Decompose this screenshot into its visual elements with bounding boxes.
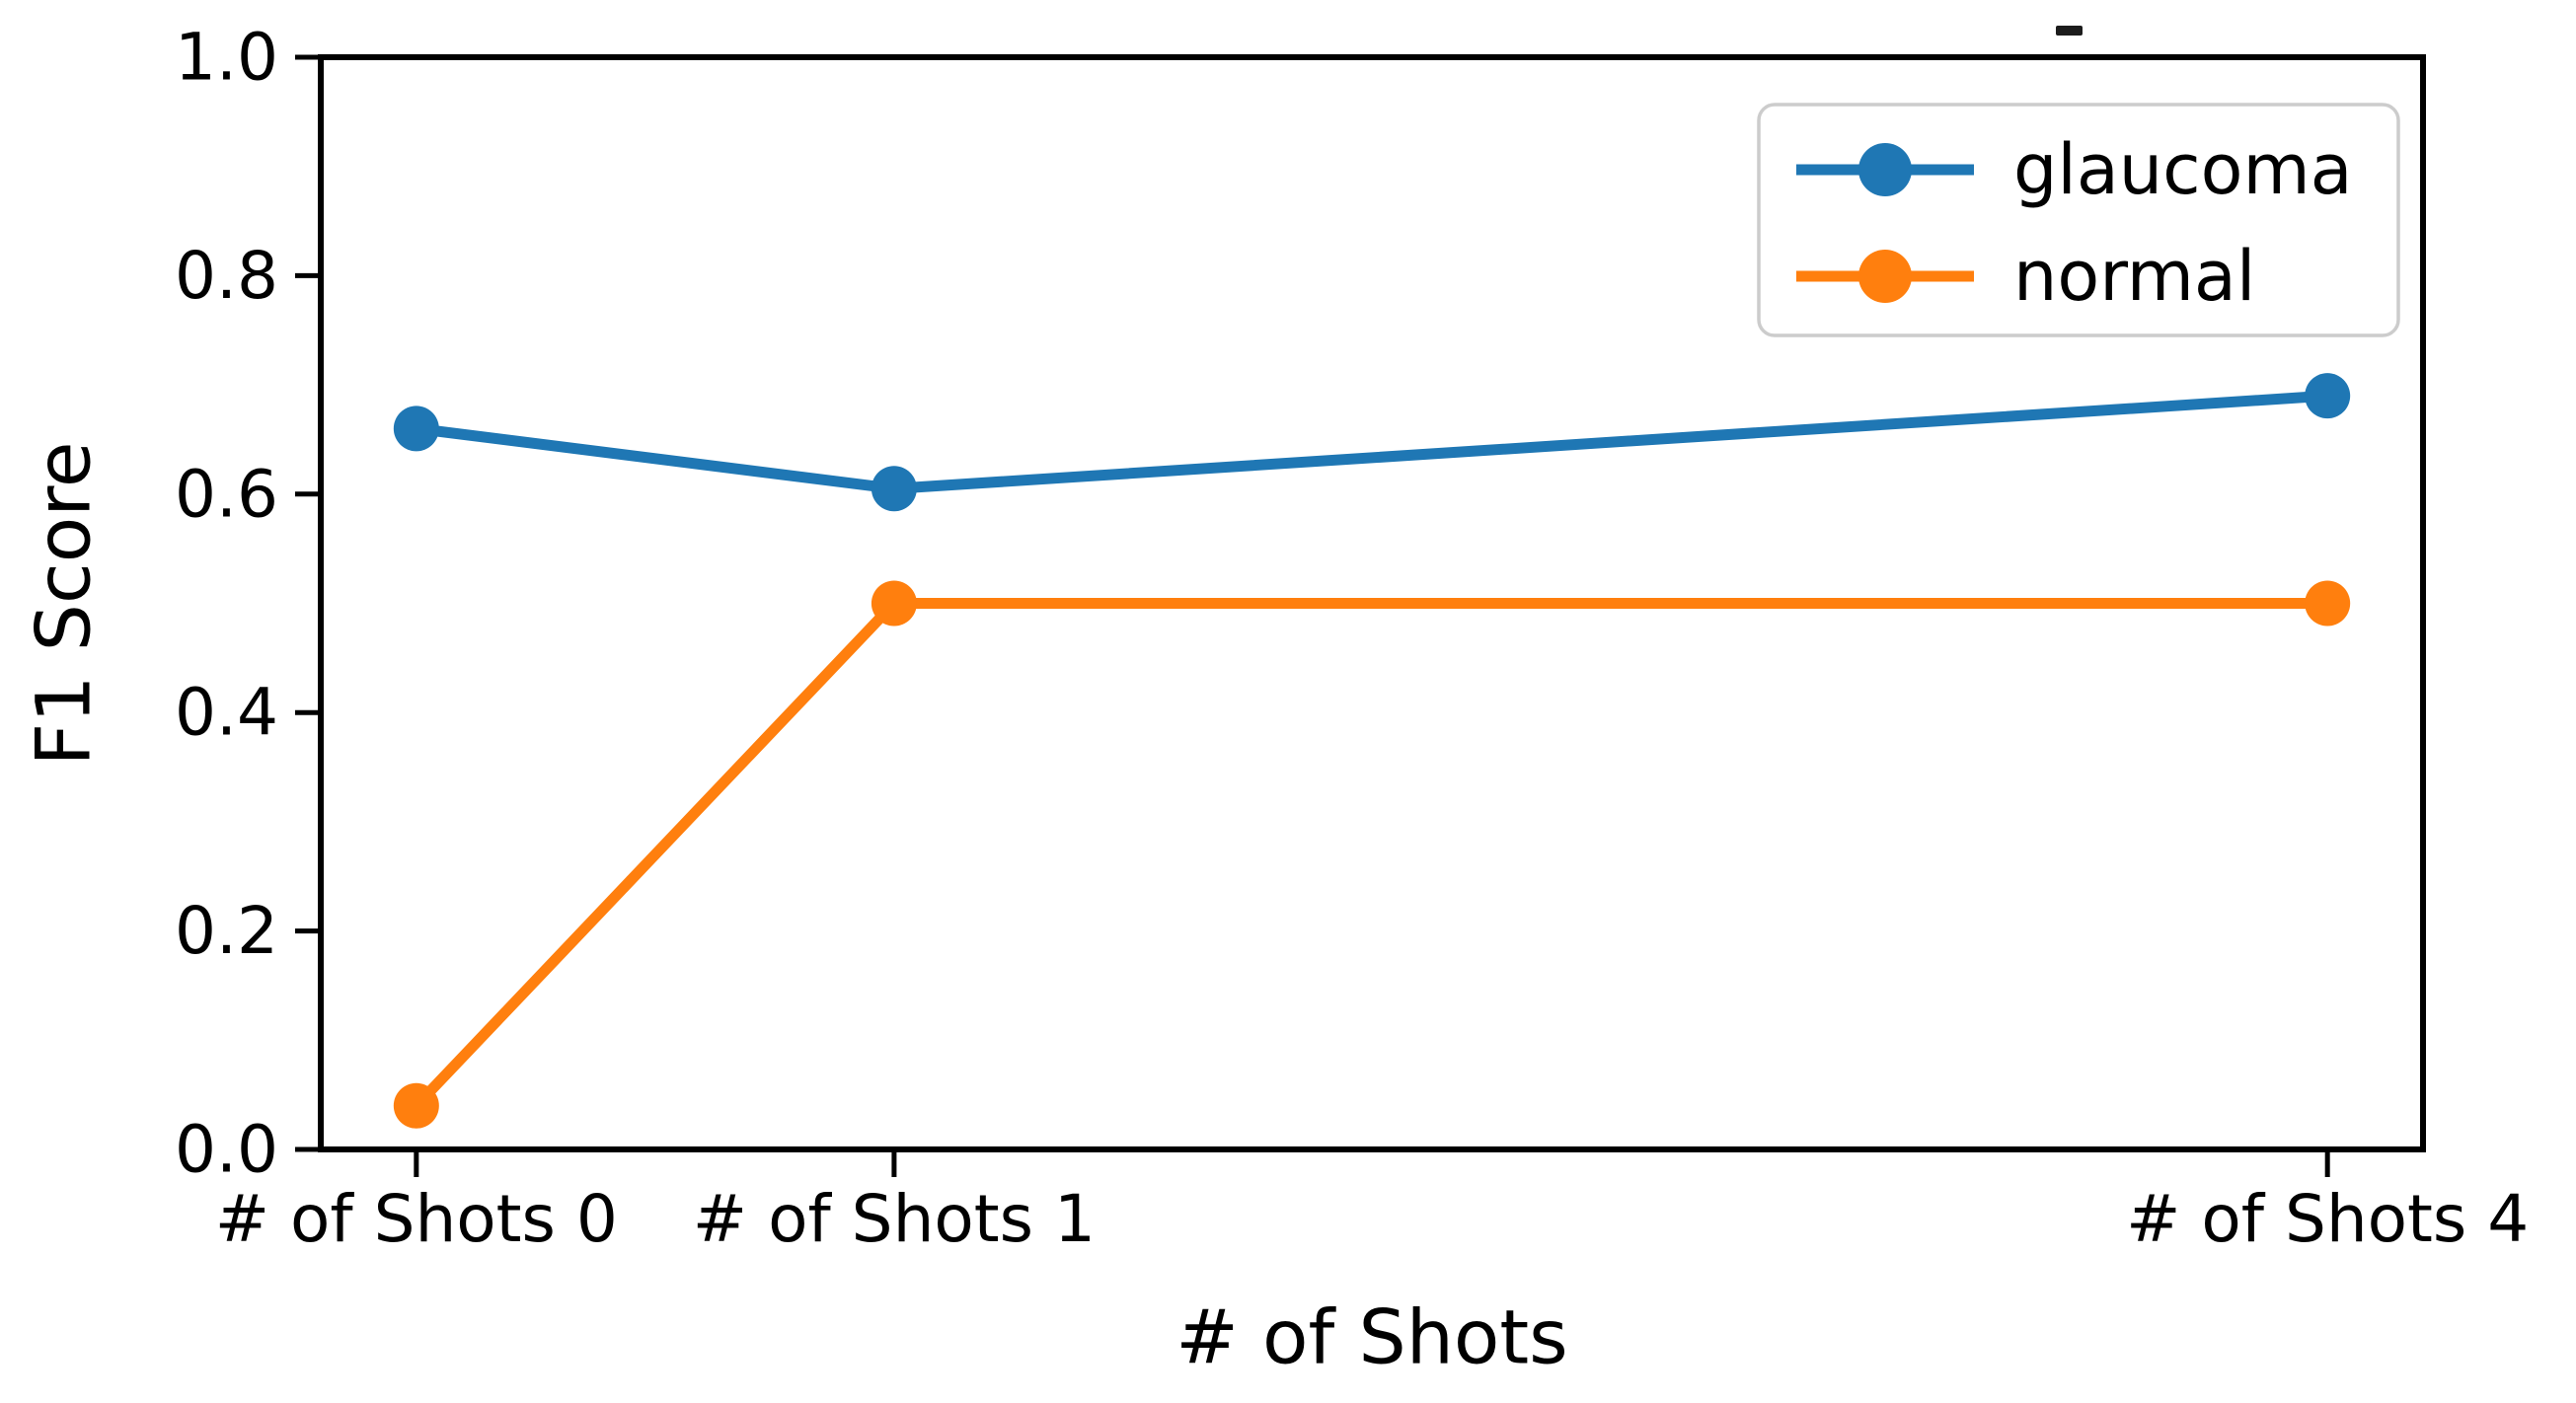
x-tick-label: # of Shots 1 bbox=[693, 1181, 1096, 1257]
y-axis-title: F1 Score bbox=[20, 441, 108, 766]
data-point-glaucoma-shot-1 bbox=[871, 466, 917, 512]
y-tick-label: 0.6 bbox=[175, 456, 278, 532]
y-tick-label: 1.0 bbox=[175, 20, 278, 96]
legend-label-normal: normal bbox=[2013, 236, 2255, 317]
x-tick-label: # of Shots 4 bbox=[2126, 1181, 2529, 1257]
series-line-glaucoma bbox=[411, 390, 2333, 494]
x-tick-label: # of Shots 0 bbox=[215, 1181, 618, 1257]
chart-generated-content: 0.0 0.2 0.4 0.6 0.8 1.0 # of Shots 0 # of Shots… bbox=[175, 20, 2529, 1257]
x-axis-title: # of Shots bbox=[1175, 1293, 1568, 1381]
data-point-glaucoma-shot-4 bbox=[2305, 373, 2351, 419]
y-tick-label: 0.4 bbox=[175, 675, 278, 751]
data-point-normal-shot-0 bbox=[393, 1082, 439, 1129]
y-tick-label: 0.8 bbox=[175, 238, 278, 314]
legend-label-glaucoma: glaucoma bbox=[2013, 129, 2353, 210]
y-tick-label: 0.2 bbox=[175, 893, 278, 969]
data-point-normal-shot-4 bbox=[2305, 580, 2351, 627]
data-point-normal-shot-1 bbox=[871, 580, 917, 627]
stray-mark bbox=[2056, 26, 2083, 36]
series-line-normal bbox=[411, 598, 2333, 1112]
legend-marker-normal bbox=[1858, 250, 1912, 303]
legend-marker-glaucoma bbox=[1858, 143, 1912, 196]
y-tick-label: 0.0 bbox=[175, 1112, 278, 1188]
plot-border bbox=[318, 54, 2426, 1152]
data-point-glaucoma-shot-0 bbox=[393, 406, 439, 452]
